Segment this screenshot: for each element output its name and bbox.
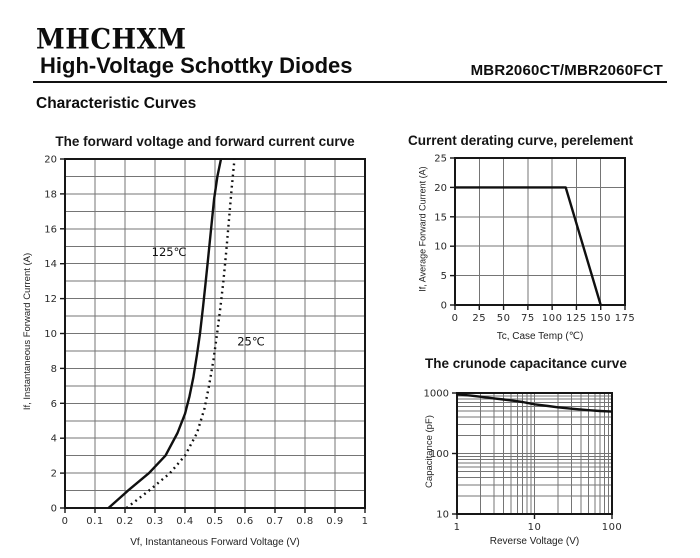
svg-text:10: 10	[528, 522, 542, 533]
section-heading: Characteristic Curves	[36, 95, 197, 112]
svg-text:12: 12	[44, 294, 57, 305]
y-axis-title: Capacitance (pF)	[424, 415, 435, 488]
chart-title: Current derating curve, perelement	[408, 133, 634, 148]
svg-text:1: 1	[362, 516, 369, 527]
derating-chart-canvas: 0 25 50 75 100 125 150 175 0 5 10 15 20 25	[434, 154, 636, 325]
svg-text:75: 75	[521, 313, 535, 324]
svg-text:25: 25	[434, 154, 447, 165]
svg-text:0.5: 0.5	[206, 516, 223, 527]
svg-text:1000: 1000	[424, 389, 449, 400]
brand-logo: MHCHXM	[36, 23, 187, 57]
svg-text:1: 1	[454, 522, 461, 533]
svg-text:100: 100	[430, 449, 449, 460]
svg-text:125: 125	[566, 313, 587, 324]
svg-text:20: 20	[434, 183, 447, 194]
y-axis-title: If, Instantaneous Forward Current (A)	[22, 252, 33, 411]
svg-text:8: 8	[51, 364, 57, 375]
svg-text:25℃: 25℃	[237, 335, 265, 349]
svg-text:125℃: 125℃	[152, 245, 187, 259]
svg-text:10: 10	[436, 510, 449, 521]
svg-text:16: 16	[44, 224, 57, 235]
svg-text:10: 10	[44, 329, 57, 340]
svg-text:0.7: 0.7	[266, 516, 283, 527]
svg-text:100: 100	[602, 522, 623, 533]
svg-text:5: 5	[441, 271, 447, 282]
x-axis-title: Reverse Voltage (V)	[489, 536, 580, 547]
svg-text:14: 14	[44, 259, 57, 270]
svg-text:0.1: 0.1	[86, 516, 103, 527]
chart-title: The forward voltage and forward current …	[55, 134, 355, 149]
svg-text:15: 15	[434, 212, 447, 223]
svg-text:0: 0	[62, 516, 69, 527]
chart-forward-voltage-current: The forward voltage and forward current …	[0, 130, 400, 558]
svg-text:0.3: 0.3	[146, 516, 163, 527]
chart-title: The crunode capacitance curve	[425, 356, 627, 371]
svg-text:0.9: 0.9	[326, 516, 343, 527]
svg-text:0: 0	[452, 313, 459, 324]
x-axis-title: Vf, Instantaneous Forward Voltage (V)	[130, 537, 300, 548]
chart-capacitance: The crunode capacitance curve 1 10 100 10 10…	[405, 350, 700, 558]
svg-text:0.4: 0.4	[176, 516, 193, 527]
svg-text:150: 150	[590, 313, 611, 324]
x-axis-title: Tc, Case Temp (℃)	[496, 331, 584, 342]
svg-text:6: 6	[51, 399, 57, 410]
svg-text:0.2: 0.2	[116, 516, 133, 527]
svg-text:20: 20	[44, 155, 57, 166]
svg-text:100: 100	[542, 313, 563, 324]
svg-text:2: 2	[51, 469, 57, 480]
part-number: MBR2060CT/MBR2060FCT	[470, 62, 663, 79]
y-axis-title: If, Average Forward Current (A)	[417, 166, 428, 292]
svg-text:0.6: 0.6	[236, 516, 253, 527]
capacitance-chart-canvas: 1 10 100 10 100 1000	[424, 389, 623, 534]
header-rule	[33, 81, 667, 83]
chart-current-derating: Current derating curve, perelement 0 25 50…	[405, 130, 700, 355]
svg-text:0.8: 0.8	[296, 516, 313, 527]
svg-text:18: 18	[44, 189, 57, 200]
forward-chart-canvas: 0 0.1 0.2 0.3 0.4 0.5 0.6 0.7 0.8 0.9 102468101214…	[44, 155, 369, 528]
svg-text:0: 0	[51, 504, 57, 515]
svg-text:10: 10	[434, 242, 447, 253]
svg-text:175: 175	[615, 313, 636, 324]
svg-text:25: 25	[472, 313, 486, 324]
svg-text:0: 0	[441, 301, 447, 312]
svg-text:4: 4	[51, 434, 57, 445]
page-title: High-Voltage Schottky Diodes	[40, 53, 353, 78]
svg-text:50: 50	[497, 313, 511, 324]
